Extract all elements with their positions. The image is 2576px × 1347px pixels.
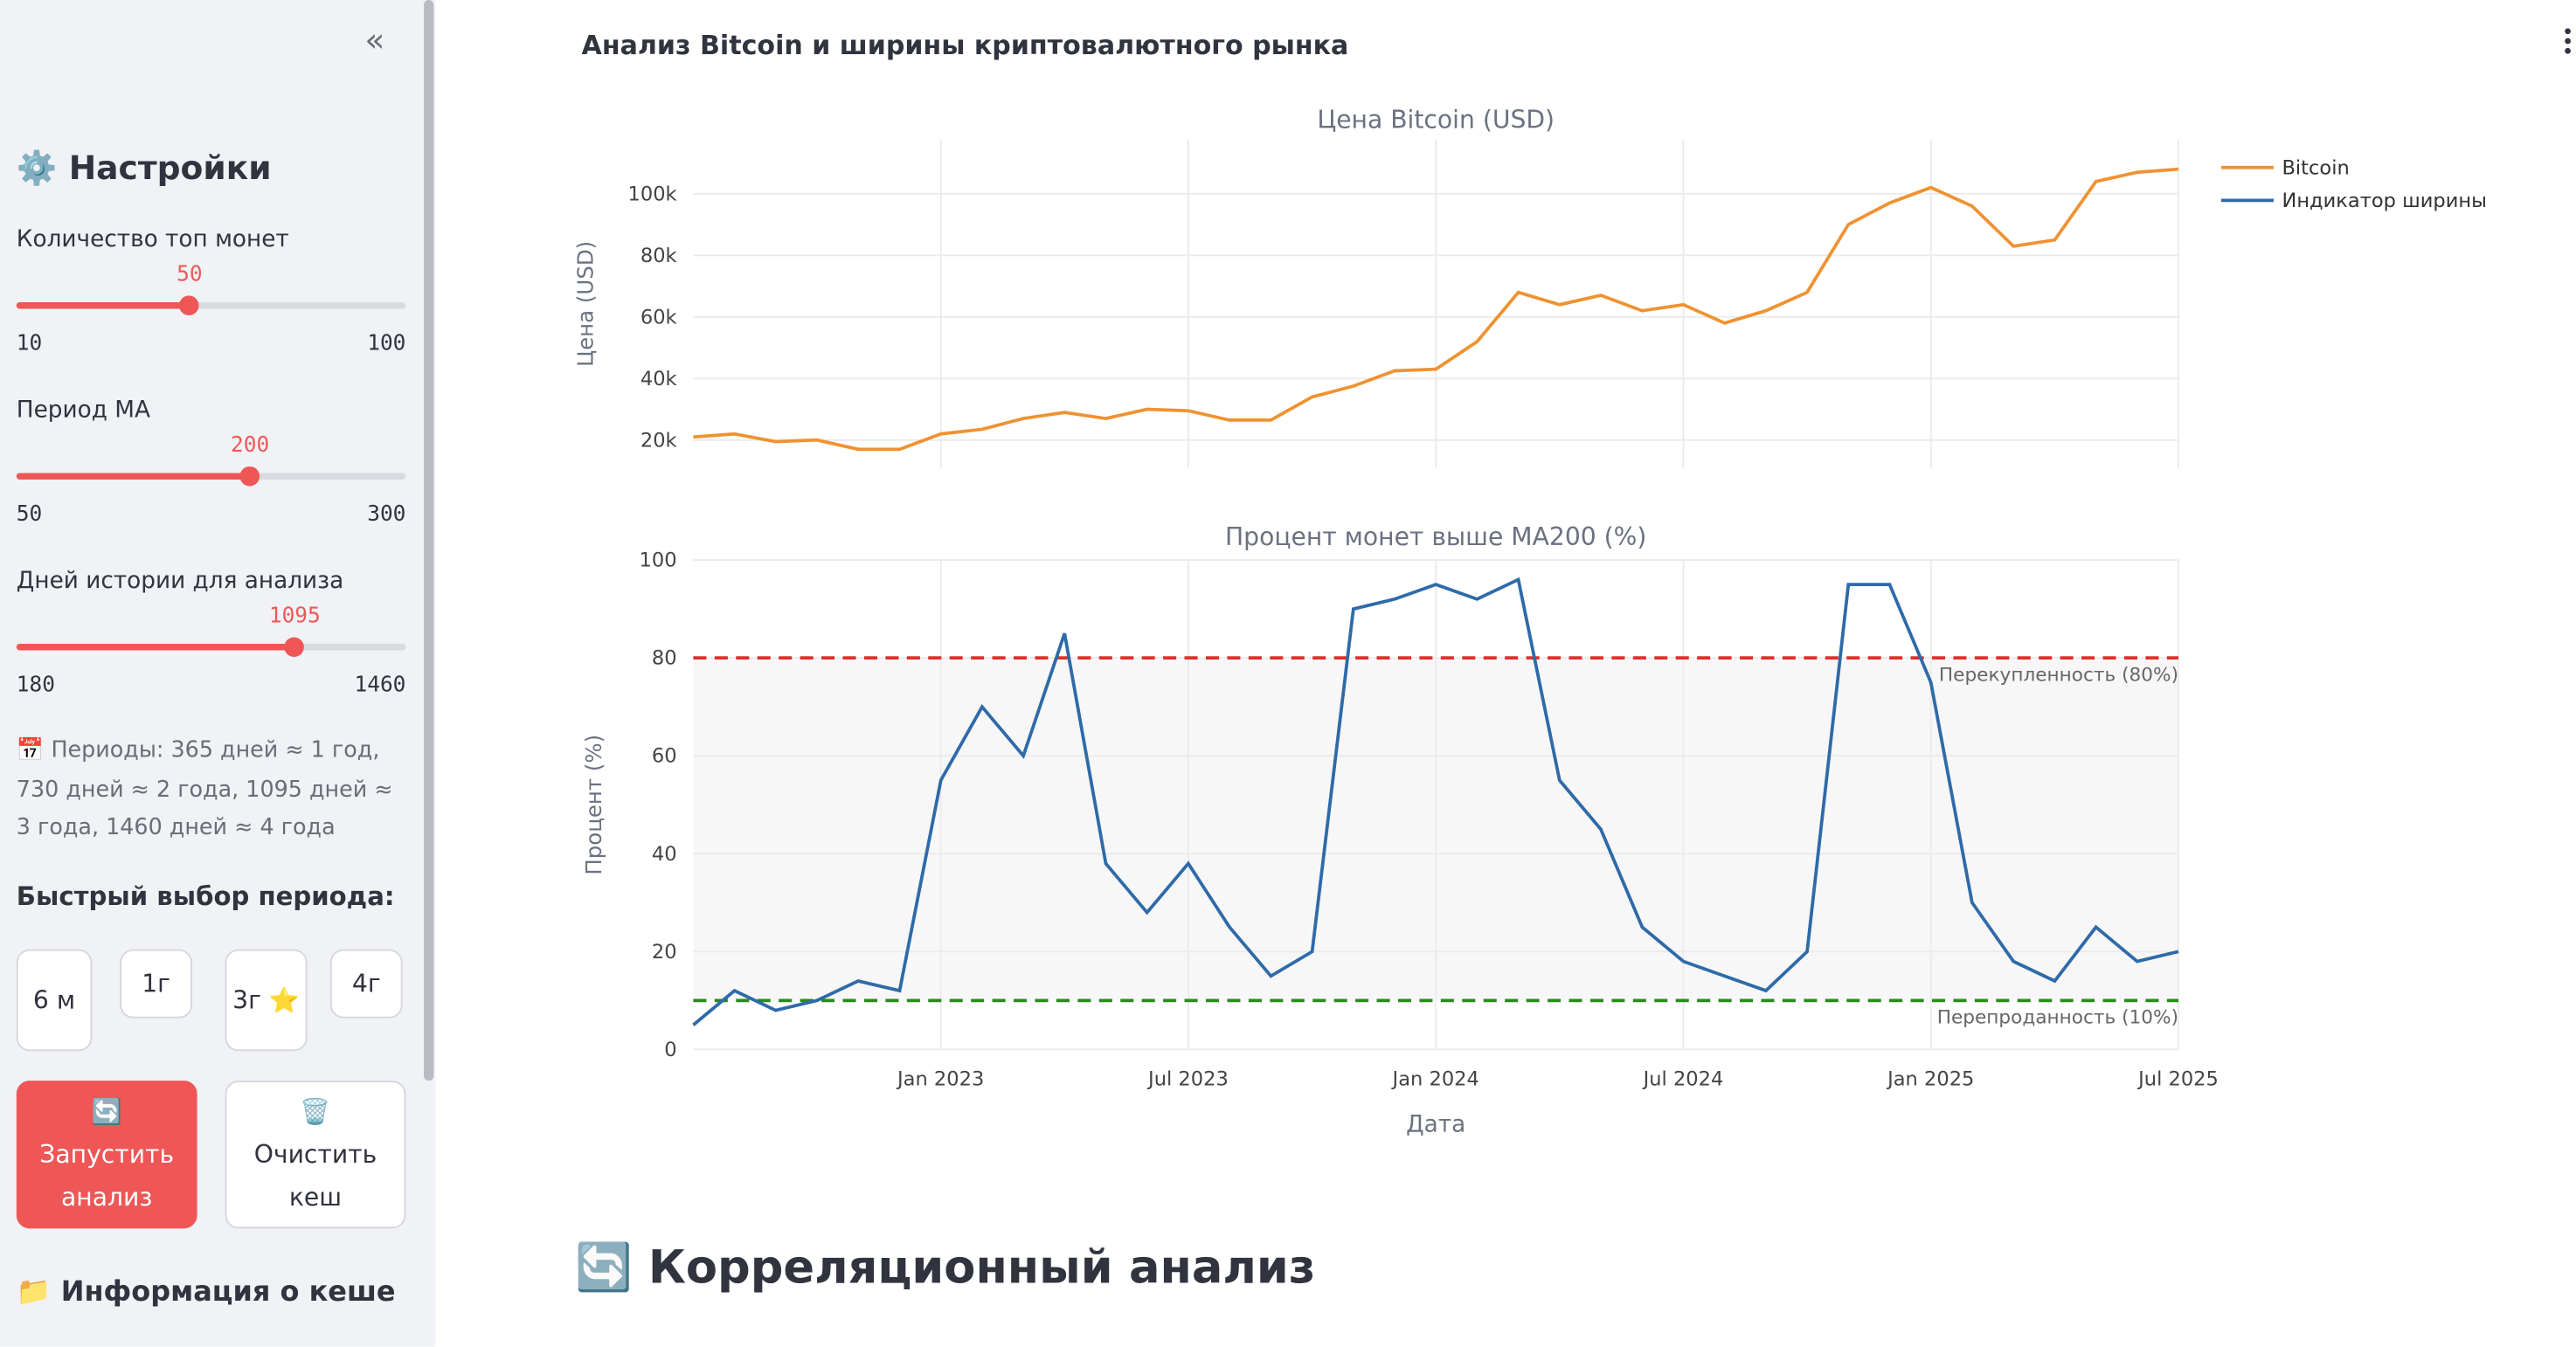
slider-fill xyxy=(16,643,295,651)
threshold-label: Перепроданность (10%) xyxy=(1937,1007,2178,1029)
slider-min: 50 xyxy=(16,502,43,528)
x-tick-label: Jan 2025 xyxy=(1886,1068,1974,1091)
x-tick-label: Jan 2024 xyxy=(1391,1068,1479,1091)
slider-label: Дней истории для анализа xyxy=(16,568,344,595)
x-tick-label: Jul 2023 xyxy=(1146,1068,1229,1091)
x-tick-label: Jul 2024 xyxy=(1642,1068,1724,1091)
slider-fill xyxy=(16,301,190,309)
legend-label: Bitcoin xyxy=(2282,156,2349,179)
button-text: Запустить анализ xyxy=(39,1139,175,1212)
quick-button[interactable]: 1г xyxy=(120,949,192,1019)
quick-button[interactable]: 3г ⭐ xyxy=(225,949,308,1052)
cache-title: 📁 Информация о кеше xyxy=(16,1275,396,1309)
quick-title: Быстрый выбор периода: xyxy=(16,881,395,912)
slider-thumb[interactable] xyxy=(239,466,260,487)
button-text: Очистить кеш xyxy=(253,1139,377,1212)
menu-icon[interactable] xyxy=(2565,28,2571,54)
slider-thumb[interactable] xyxy=(285,637,305,658)
slider-thumb[interactable] xyxy=(179,295,200,315)
collapse-button[interactable]: « xyxy=(364,19,385,59)
y-axis-label: Цена (USD) xyxy=(573,241,599,367)
x-tick-label: Jul 2025 xyxy=(2136,1068,2219,1091)
chart-title: Процент монет выше MA200 (%) xyxy=(1225,522,1646,551)
slider-min: 10 xyxy=(16,331,43,356)
y-tick-label: 80k xyxy=(641,245,677,267)
y-tick-label: 20 xyxy=(652,941,677,964)
chart-title: Цена Bitcoin (USD) xyxy=(1317,106,1555,135)
quick-button[interactable]: 4г xyxy=(329,949,403,1019)
slider-fill xyxy=(16,473,251,480)
slider-value: 50 xyxy=(177,262,203,288)
sidebar-title: ⚙️ Настройки xyxy=(16,148,272,188)
slider-label: Период MA xyxy=(16,397,150,425)
y-tick-label: 40k xyxy=(641,368,677,390)
data-line xyxy=(693,167,2179,452)
run-button[interactable]: 🔄 Запустить анализ xyxy=(16,1081,197,1229)
y-tick-label: 40 xyxy=(652,843,677,866)
data-line xyxy=(692,577,2179,1026)
slider-max: 100 xyxy=(367,331,406,356)
slider-max: 300 xyxy=(367,502,406,528)
y-tick-label: 0 xyxy=(664,1039,676,1061)
x-axis-label: Дата xyxy=(1406,1111,1465,1137)
legend-label: Индикатор ширины xyxy=(2282,190,2487,212)
button-icon: 🗑️ xyxy=(300,1096,331,1127)
slider-value: 200 xyxy=(231,433,270,459)
quick-button[interactable]: 6 м xyxy=(16,949,93,1052)
y-tick-label: 60k xyxy=(641,306,677,328)
threshold-label: Перекупленность (80%) xyxy=(1939,664,2178,686)
y-tick-label: 20k xyxy=(641,429,677,452)
scrollbar[interactable] xyxy=(424,0,434,1081)
y-tick-label: 80 xyxy=(652,647,677,670)
sidebar: « ⚙️ Настройки Количество топ монет 50 10 1… xyxy=(0,0,436,1347)
note: 📅 Периоды: 365 дней ≈ 1 год, 730 дней ≈ … xyxy=(16,737,393,841)
y-axis-label: Процент (%) xyxy=(581,735,606,875)
x-tick-label: Jan 2023 xyxy=(896,1068,984,1091)
clear-button[interactable]: 🗑️ Очистить кеш xyxy=(225,1081,406,1229)
slider-max: 1460 xyxy=(354,673,406,699)
page-header: Анализ Bitcoin и ширины криптовалютного … xyxy=(582,31,1349,61)
slider-value: 1095 xyxy=(268,604,321,630)
y-tick-label: 100 xyxy=(640,549,677,572)
section-title: 🔄 Корреляционный анализ xyxy=(575,1240,1315,1294)
slider-min: 180 xyxy=(16,673,55,699)
y-tick-label: 100k xyxy=(628,183,677,205)
slider-label: Количество топ монет xyxy=(16,226,289,253)
y-tick-label: 60 xyxy=(652,745,677,768)
button-icon: 🔄 xyxy=(91,1096,122,1127)
slider-track xyxy=(16,301,406,309)
